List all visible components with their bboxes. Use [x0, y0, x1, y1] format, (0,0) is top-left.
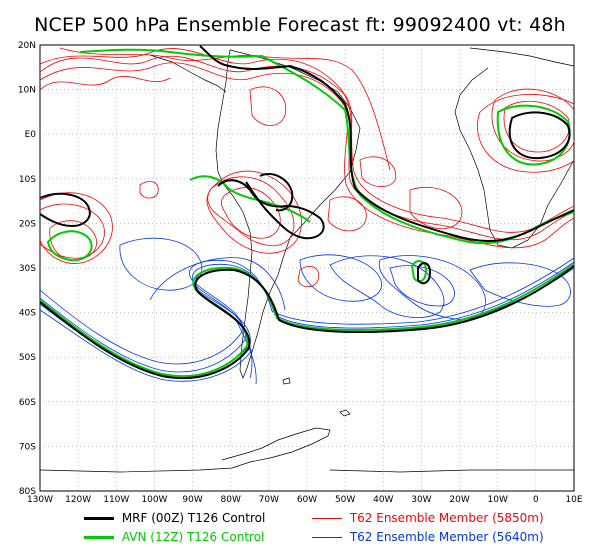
- lat-label: 20N: [18, 41, 36, 51]
- lon-label: 110W: [103, 495, 129, 505]
- red-contour-6: [207, 176, 295, 247]
- red-contour-20: [249, 86, 287, 126]
- mrf-5640-main: [39, 265, 575, 380]
- lon-label: 30W: [411, 495, 431, 505]
- red-contour-12: [491, 88, 575, 162]
- mrf-5640-island: [417, 262, 432, 285]
- lon-label: 40W: [373, 495, 393, 505]
- avn-5640-island: [410, 260, 428, 283]
- lat-label: 10S: [19, 175, 36, 185]
- legend-avn: AVN (12Z) T126 Control: [84, 530, 264, 544]
- lat-label: 70S: [19, 442, 36, 452]
- lon-label: 0: [533, 495, 539, 505]
- blue-contour-1: [39, 261, 575, 373]
- antarctica-coast: [39, 427, 331, 473]
- lon-label: 50W: [335, 495, 355, 505]
- blue-contour-4: [39, 309, 253, 382]
- legend-t62-5640: T62 Ensemble Member (5640m): [312, 530, 544, 544]
- legend-mrf: MRF (00Z) T126 Control: [84, 511, 265, 525]
- lat-label: 30S: [19, 264, 36, 274]
- lat-label: 60S: [19, 398, 36, 408]
- red-contour-16: [359, 156, 397, 187]
- avn-5850-africa: [496, 104, 571, 166]
- blue-contour-8: [389, 265, 455, 307]
- blue-contour-6: [329, 255, 445, 318]
- blue-contour-7: [378, 255, 486, 320]
- lat-label: E0: [25, 130, 37, 140]
- mrf-control-contours: [39, 45, 575, 380]
- lat-label: 20S: [19, 219, 36, 229]
- lon-label: 90W: [182, 495, 202, 505]
- avn-control-contours: [39, 48, 575, 378]
- lon-label: 80W: [221, 495, 241, 505]
- red-contour-9: [39, 192, 113, 264]
- legend-mrf-swatch: [84, 517, 114, 520]
- blue-contour-10: [299, 254, 382, 302]
- blue-contour-5: [149, 257, 286, 311]
- legend-t62-5640-label: T62 Ensemble Member (5640m): [349, 530, 544, 544]
- mrf-5850-main: [199, 45, 575, 242]
- lon-label: 120W: [65, 495, 91, 505]
- red-contour-18: [409, 186, 463, 229]
- lon-label: 130W: [27, 495, 53, 505]
- avn-5850-loop-sa: [189, 175, 311, 223]
- lon-label: 60W: [297, 495, 317, 505]
- red-contour-11: [49, 220, 98, 261]
- red-contour-3: [39, 48, 575, 233]
- page-title: NCEP 500 hPa Ensemble Forecast ft: 99092…: [34, 14, 566, 36]
- legend-t62-5850-label: T62 Ensemble Member (5850m): [349, 511, 544, 525]
- south-georgia-coast: [339, 409, 351, 417]
- lon-label: 100W: [141, 495, 167, 505]
- mrf-5850-africa: [508, 111, 571, 160]
- lon-label: 20W: [449, 495, 469, 505]
- falklands-coast: [282, 377, 291, 385]
- africa-coast: [454, 47, 575, 249]
- red-contour-15: [139, 181, 159, 199]
- south-america-coast: [215, 49, 361, 379]
- avn-5850-west: [46, 230, 93, 262]
- red-contour-8: [220, 187, 281, 239]
- legend-mrf-label: MRF (00Z) T126 Control: [121, 511, 266, 525]
- legend-t62-5850-swatch: [312, 518, 342, 519]
- mrf-5850-loop-sa-2: [259, 173, 294, 212]
- lat-label: 40S: [19, 309, 36, 319]
- red-contour-14: [477, 94, 575, 173]
- lon-label: 10W: [488, 495, 508, 505]
- avn-5640-main: [39, 263, 575, 378]
- central-america-coast: [149, 54, 227, 93]
- lat-label: 80S: [19, 487, 36, 497]
- blue-contour-13: [234, 317, 257, 385]
- mrf-5850-west: [39, 192, 91, 228]
- legend-t62-5640-swatch: [312, 537, 342, 538]
- legend-t62-5850: T62 Ensemble Member (5850m): [312, 511, 544, 525]
- lon-label: 10E: [565, 495, 582, 505]
- lat-label: 10N: [18, 86, 36, 96]
- red-contour-19: [327, 196, 367, 232]
- mrf-5850-loop-sa: [217, 179, 325, 240]
- coastlines: [39, 47, 575, 473]
- legend-avn-label: AVN (12Z) T126 Control: [121, 530, 265, 544]
- legend-avn-swatch: [84, 536, 114, 539]
- lat-label: 50S: [19, 353, 36, 363]
- antarctica-coast-2: [329, 469, 574, 473]
- red-contour-5: [39, 75, 171, 91]
- blue-contour-11: [469, 262, 571, 307]
- lon-label: 70W: [259, 495, 279, 505]
- red-contour-17: [297, 266, 320, 288]
